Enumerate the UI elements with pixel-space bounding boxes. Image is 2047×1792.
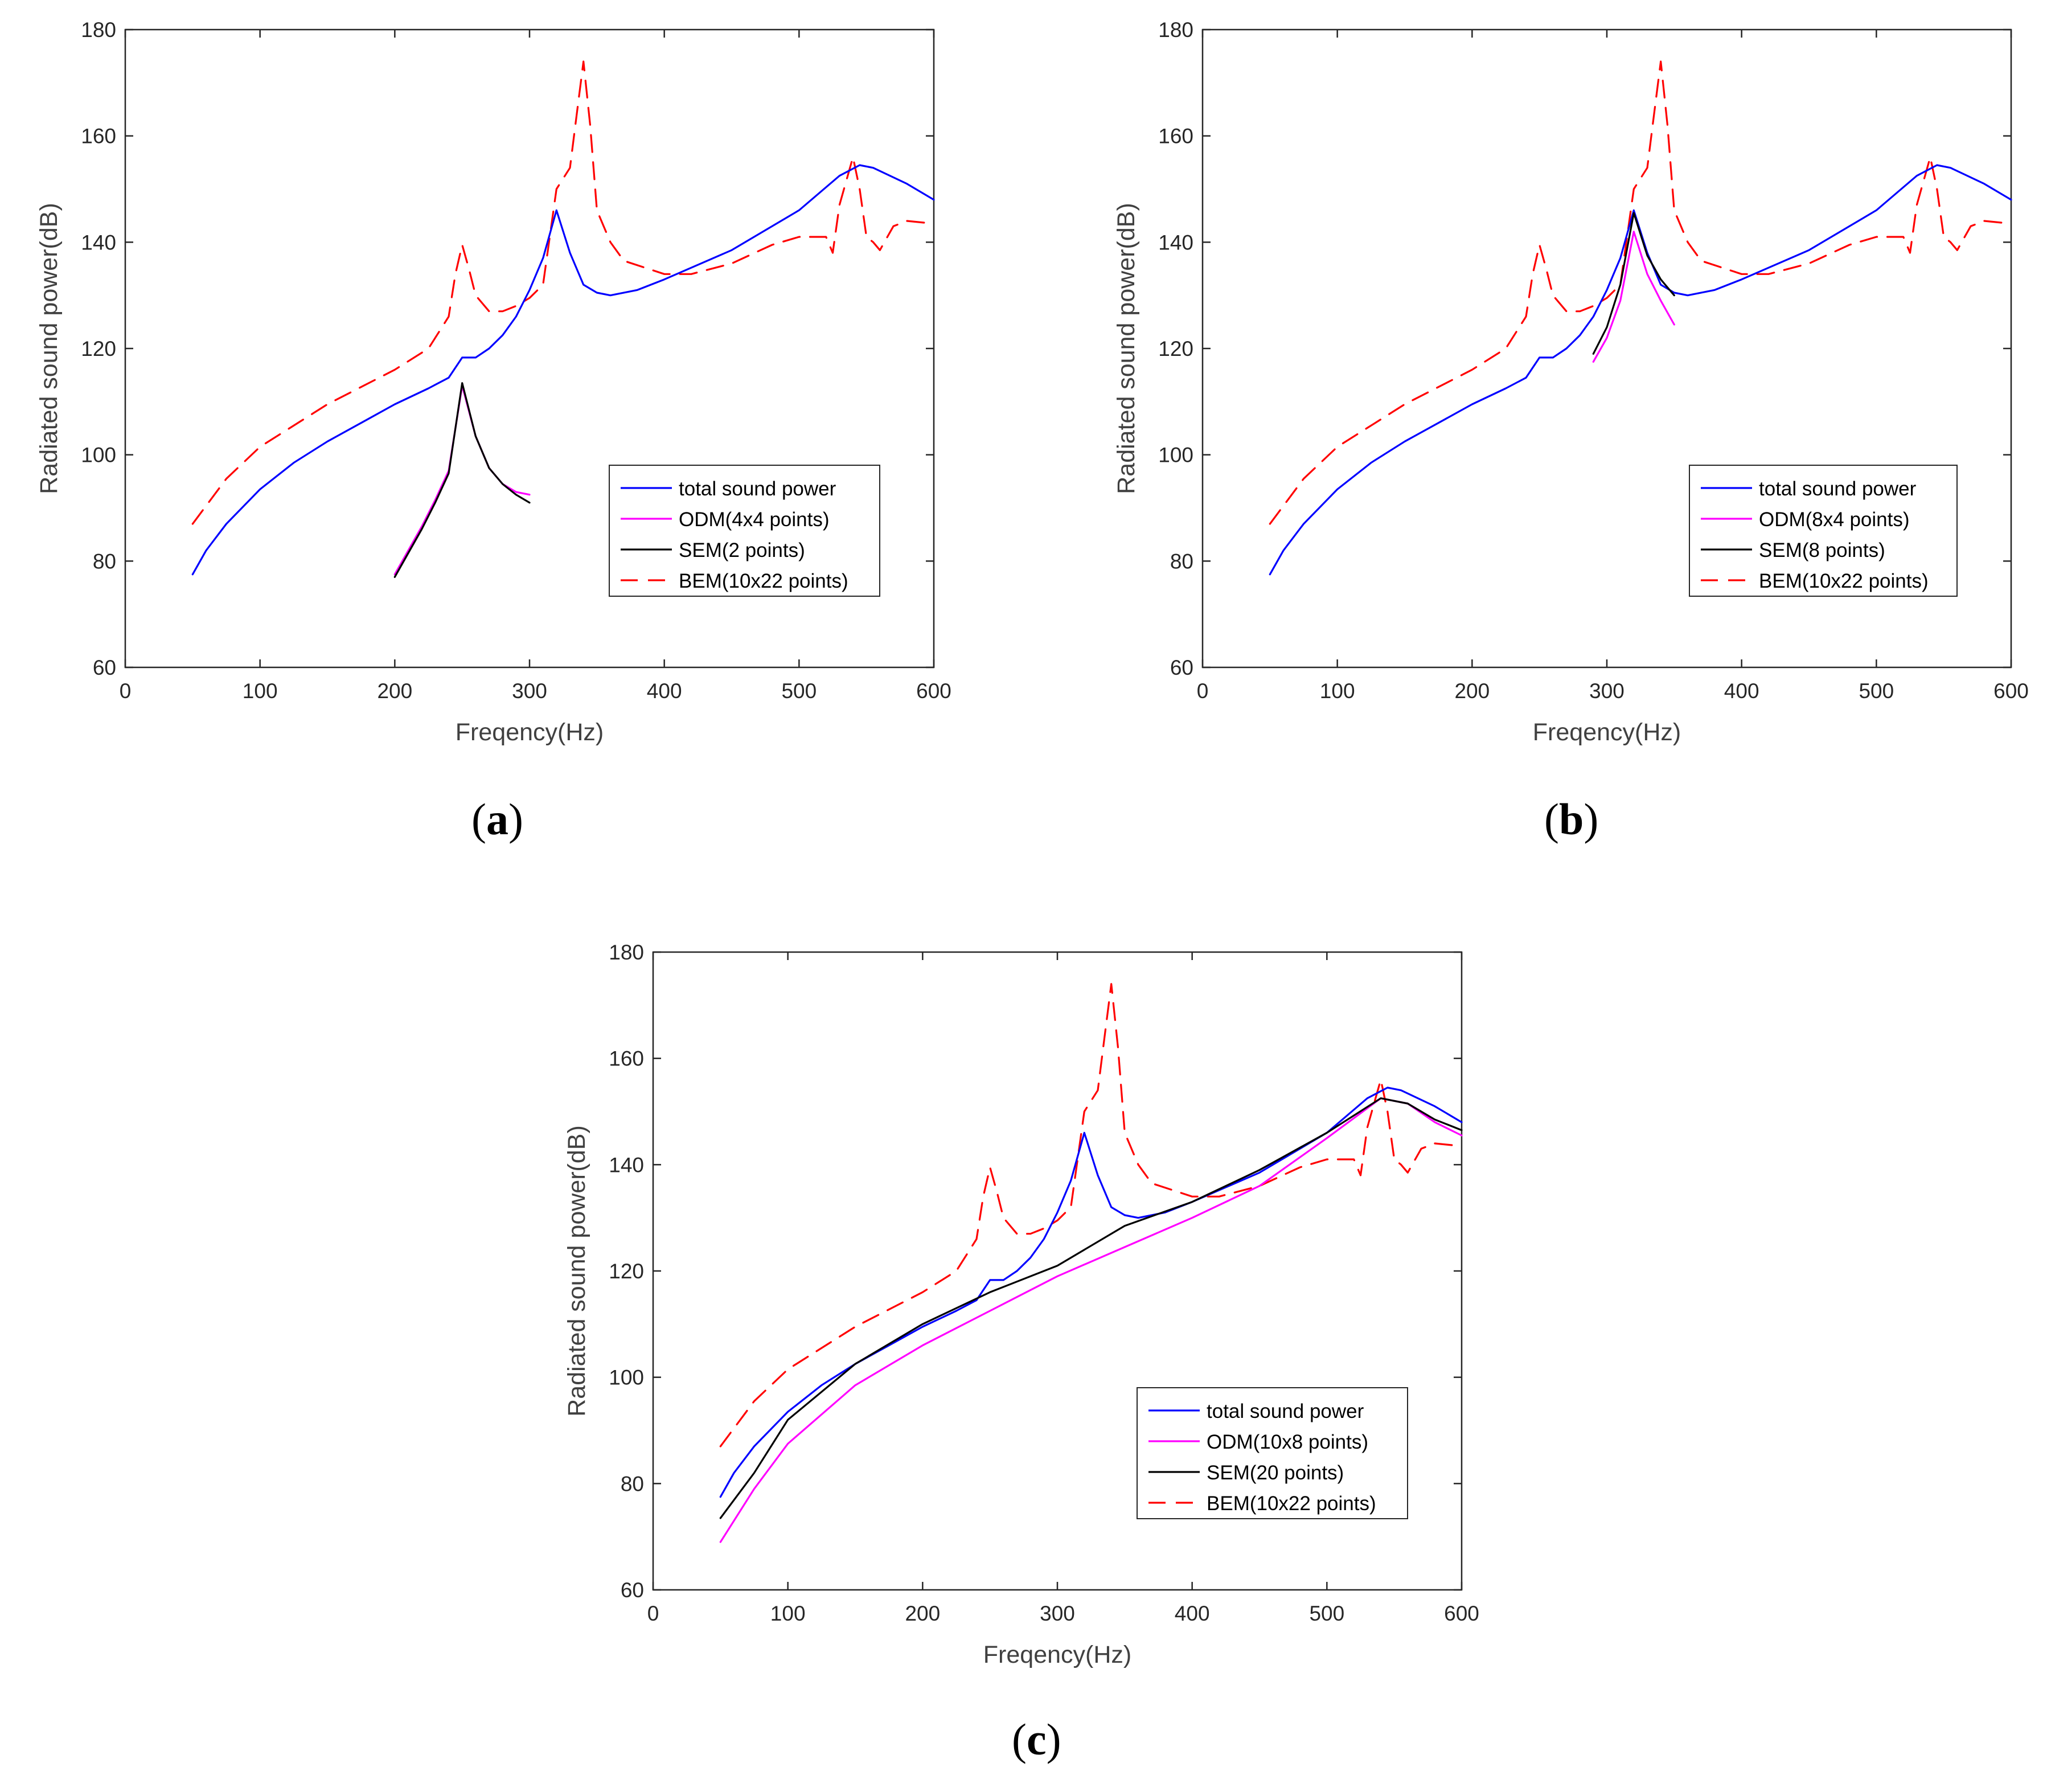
series-line-odm xyxy=(1592,231,1675,363)
legend-entry: BEM(10x22 points) xyxy=(679,570,848,592)
legend-entry: total sound power xyxy=(679,478,836,500)
y-tick-label: 140 xyxy=(81,231,116,254)
legend-entry: ODM(4x4 points) xyxy=(679,509,830,531)
y-tick-label: 160 xyxy=(1158,125,1193,148)
x-tick-label: 0 xyxy=(647,1602,659,1625)
legend-c: total sound power ODM(10x8 points) SEM(20 … xyxy=(1137,1387,1408,1519)
series-line-bem xyxy=(1269,60,2012,525)
y-tick-label: 60 xyxy=(621,1578,644,1602)
y-tick-label: 60 xyxy=(93,656,116,679)
y-tick-label: 120 xyxy=(81,337,116,360)
x-tick-label: 200 xyxy=(377,679,412,703)
series-line-total-sound-power xyxy=(191,164,935,576)
x-tick-label: 300 xyxy=(512,679,547,703)
y-axis-label: Radiated sound power(dB) xyxy=(35,203,63,494)
legend-entry: SEM(8 points) xyxy=(1759,539,1885,561)
caption-c: (c) xyxy=(1012,1715,1061,1764)
y-tick-label: 100 xyxy=(609,1366,644,1389)
x-axis-label: Freqency(Hz) xyxy=(1533,719,1681,746)
y-tick-label: 80 xyxy=(93,550,116,573)
y-tick-label: 120 xyxy=(1158,337,1193,360)
x-tick-label: 200 xyxy=(1454,679,1490,703)
caption-b: (b) xyxy=(1544,794,1599,844)
legend-a: total sound power ODM(4x4 points) SEM(2 po… xyxy=(609,465,880,597)
x-tick-label: 400 xyxy=(1175,1602,1210,1625)
series-line-sem xyxy=(393,382,531,578)
y-tick-label: 80 xyxy=(621,1472,644,1495)
x-tick-label: 300 xyxy=(1040,1602,1075,1625)
x-tick-label: 500 xyxy=(1859,679,1894,703)
y-tick-label: 160 xyxy=(81,125,116,148)
x-tick-label: 600 xyxy=(916,679,951,703)
legend-entry: ODM(8x4 points) xyxy=(1759,509,1910,531)
legend-entry: total sound power xyxy=(1207,1400,1364,1422)
y-axis-label: Radiated sound power(dB) xyxy=(1113,203,1140,494)
y-tick-label: 100 xyxy=(1158,444,1193,467)
legend-entry: BEM(10x22 points) xyxy=(1759,570,1929,592)
y-tick-label: 180 xyxy=(81,18,116,42)
legend-box xyxy=(1689,465,1958,597)
legend-entry: total sound power xyxy=(1759,478,1917,500)
legend-entry: SEM(20 points) xyxy=(1207,1462,1344,1484)
series-line-bem xyxy=(191,60,935,525)
y-axis-label: Radiated sound power(dB) xyxy=(563,1125,590,1417)
x-tick-label: 100 xyxy=(770,1602,806,1625)
x-tick-label: 400 xyxy=(1724,679,1759,703)
legend-box xyxy=(1137,1387,1408,1519)
legend-entry: ODM(10x8 points) xyxy=(1207,1431,1368,1453)
x-tick-label: 500 xyxy=(781,679,817,703)
x-tick-label: 600 xyxy=(1444,1602,1479,1625)
x-tick-label: 600 xyxy=(1993,679,2029,703)
y-tick-label: 140 xyxy=(609,1153,644,1176)
x-tick-label: 200 xyxy=(905,1602,940,1625)
y-tick-label: 100 xyxy=(81,444,116,467)
y-tick-label: 140 xyxy=(1158,231,1193,254)
legend-entry: SEM(2 points) xyxy=(679,539,805,561)
series-line-total-sound-power xyxy=(1269,164,2012,576)
x-tick-label: 0 xyxy=(1197,679,1209,703)
x-tick-label: 300 xyxy=(1589,679,1625,703)
chart-a: 0 100 200 300 400 500 600 60 80 100 120 140 160 180 Fr… xyxy=(35,18,951,746)
x-tick-label: 0 xyxy=(120,679,132,703)
y-tick-label: 160 xyxy=(609,1047,644,1071)
y-tick-label: 60 xyxy=(1170,656,1193,679)
legend-box xyxy=(609,465,880,597)
y-tick-label: 180 xyxy=(1158,18,1193,42)
chart-c: 0 100 200 300 400 500 600 60 80 100 120 140 160 180 Fr… xyxy=(563,941,1479,1668)
chart-b: 0 100 200 300 400 500 600 60 80 100 120 140 160 180 Fr… xyxy=(1113,18,2029,746)
x-tick-label: 100 xyxy=(1320,679,1355,703)
caption-a: (a) xyxy=(471,794,523,844)
x-axis-label: Freqency(Hz) xyxy=(456,719,604,746)
x-tick-label: 500 xyxy=(1309,1602,1344,1625)
x-axis-label: Freqency(Hz) xyxy=(983,1641,1131,1668)
legend-b: total sound power ODM(8x4 points) SEM(8 po… xyxy=(1689,465,1958,597)
y-tick-label: 120 xyxy=(609,1260,644,1283)
x-tick-label: 100 xyxy=(243,679,278,703)
x-tick-label: 400 xyxy=(647,679,682,703)
y-tick-label: 80 xyxy=(1170,550,1193,573)
series-line-sem xyxy=(719,1097,1463,1519)
y-tick-label: 180 xyxy=(609,941,644,964)
series-line-bem xyxy=(719,983,1463,1447)
series-line-sem xyxy=(1592,212,1675,355)
legend-entry: BEM(10x22 points) xyxy=(1207,1492,1376,1515)
